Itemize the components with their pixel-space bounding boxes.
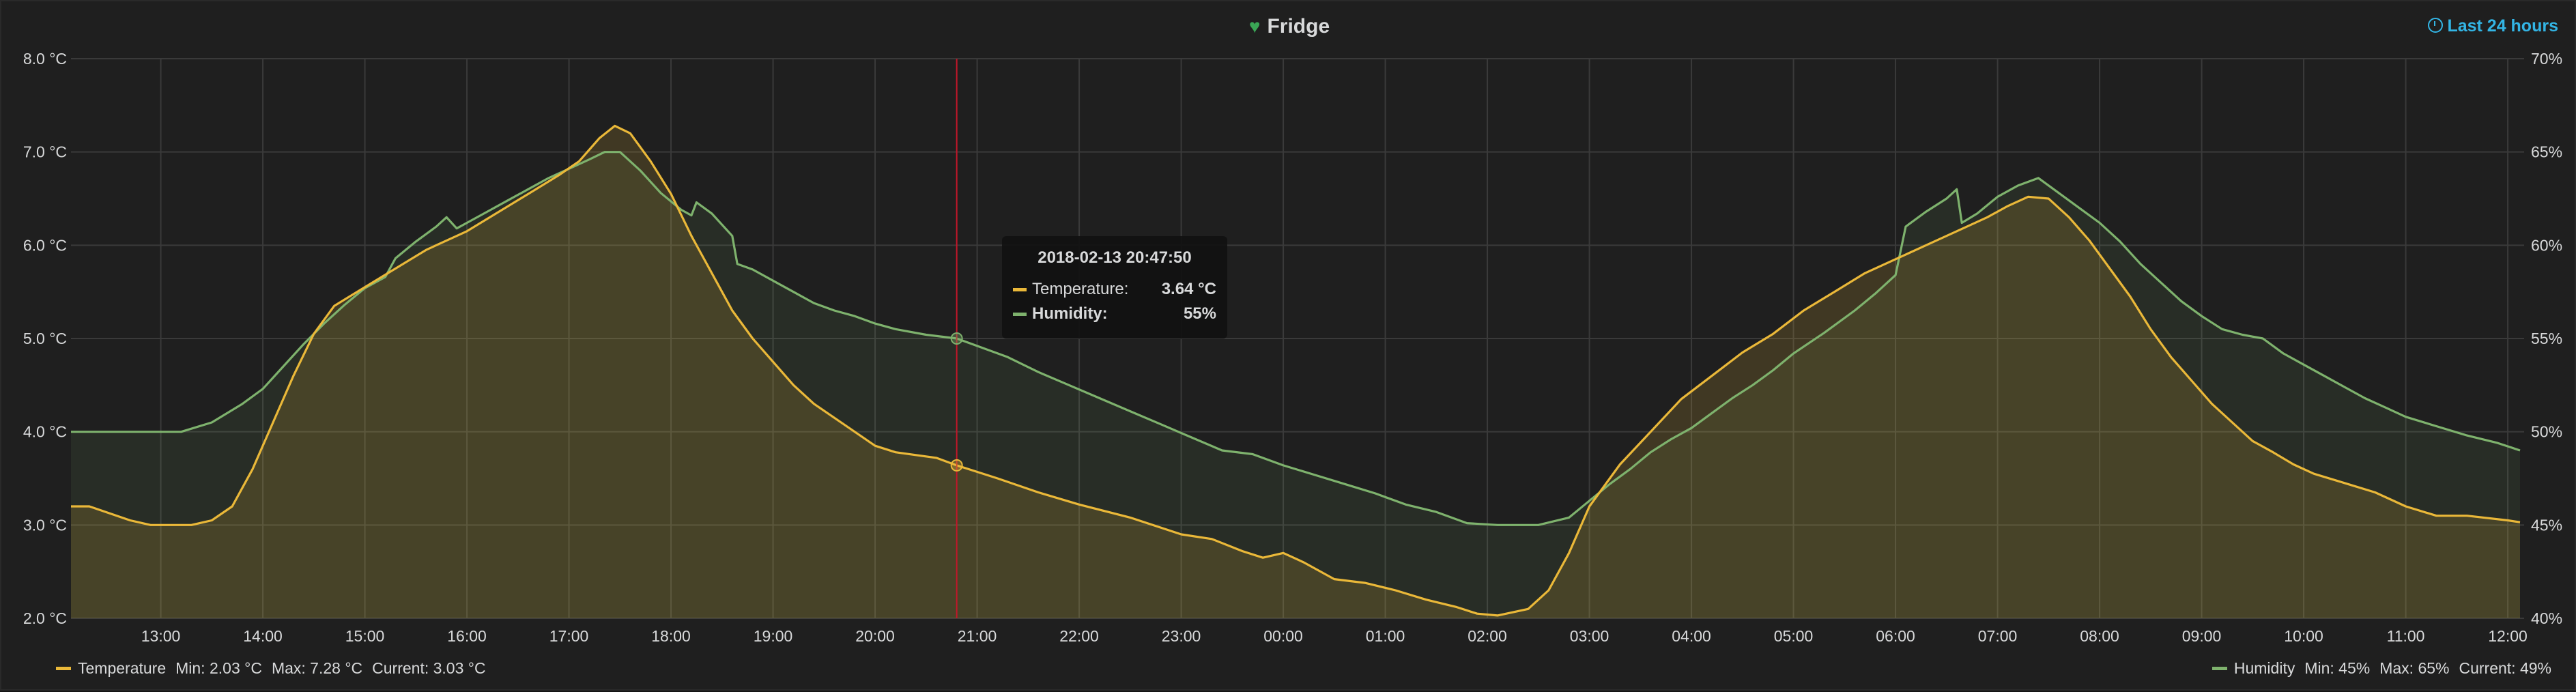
series-lines [71, 124, 2521, 617]
y-right-tick-label: 60% [2531, 236, 2562, 254]
y-axis-left: 2.0 °C 3.0 °C 4.0 °C 5.0 °C 6.0 °C 7.0 °C 8.0 … [23, 50, 67, 627]
grid-lines [71, 58, 2524, 619]
y-right-tick-label: 45% [2531, 516, 2562, 534]
y-left-tick-label: 4.0 °C [23, 423, 67, 441]
hover-cursor [950, 59, 963, 618]
temperature-line [71, 124, 2521, 617]
x-tick-label: 08:00 [2080, 627, 2119, 645]
x-tick-label: 11:00 [2387, 627, 2425, 645]
time-range-label: Last 24 hours [2447, 16, 2558, 35]
x-tick-label: 16:00 [447, 627, 487, 645]
x-tick-label: 17:00 [549, 627, 589, 645]
temperature-area [71, 126, 2520, 618]
y-left-tick-label: 7.0 °C [23, 143, 67, 161]
humidity-line [71, 151, 2521, 526]
legend-temperature-max: Max: 7.28 °C [271, 659, 363, 677]
y-axis-right: 40% 45% 50% 55% 60% 65% 70% [2531, 50, 2562, 627]
x-tick-label: 22:00 [1059, 627, 1099, 645]
tooltip-row-humidity: Humidity: 55% [1013, 302, 1216, 326]
x-tick-label: 23:00 [1162, 627, 1201, 645]
tooltip-temperature-label: Temperature: [1032, 280, 1129, 298]
humidity-swatch [1013, 312, 1027, 316]
x-tick-label: 10:00 [2284, 627, 2323, 645]
temperature-swatch [1013, 287, 1027, 291]
x-tick-label: 20:00 [855, 627, 895, 645]
legend-humidity-min: Min: 45% [2304, 659, 2371, 677]
x-tick-label: 03:00 [1570, 627, 1609, 645]
legend-temperature[interactable]: Temperature Min: 2.03 °C Max: 7.28 °C Cu… [56, 659, 486, 678]
tooltip-humidity-label: Humidity: [1032, 304, 1108, 323]
y-left-tick-label: 3.0 °C [23, 516, 67, 534]
x-tick-label: 06:00 [1876, 627, 1915, 645]
legend-temperature-current: Current: 3.03 °C [372, 659, 486, 677]
time-range-picker[interactable]: Last 24 hours [2428, 16, 2558, 36]
series-areas [71, 126, 2520, 618]
humidity-area [71, 152, 2520, 618]
tooltip-humidity-value: 55% [1183, 304, 1216, 323]
x-tick-label: 02:00 [1468, 627, 1507, 645]
tooltip-row-temperature: Temperature: 3.64 °C [1013, 277, 1216, 302]
y-left-tick-label: 2.0 °C [23, 609, 67, 627]
tooltip-time: 2018-02-13 20:47:50 [1037, 248, 1192, 267]
legend-humidity-name[interactable]: Humidity [2233, 659, 2295, 677]
tooltip-temperature-value: 3.64 °C [1161, 280, 1216, 298]
y-right-tick-label: 55% [2531, 330, 2562, 347]
panel-title[interactable]: ♥ Fridge [1, 15, 2576, 38]
x-tick-label: 18:00 [651, 627, 691, 645]
x-tick-label: 07:00 [1978, 627, 2018, 645]
legend-humidity-max: Max: 65% [2379, 659, 2450, 677]
y-right-tick-label: 50% [2531, 423, 2562, 441]
humidity-marker [950, 332, 963, 345]
x-tick-label: 13:00 [141, 627, 181, 645]
x-tick-label: 01:00 [1366, 627, 1405, 645]
clock-icon [2428, 18, 2444, 33]
legend-humidity-swatch[interactable] [2212, 667, 2227, 670]
legend-temperature-min: Min: 2.03 °C [175, 659, 262, 677]
x-tick-label: 04:00 [1672, 627, 1711, 645]
y-left-tick-label: 5.0 °C [23, 330, 67, 347]
x-tick-label: 09:00 [2182, 627, 2222, 645]
legend-humidity-current: Current: 49% [2459, 659, 2551, 677]
y-right-tick-label: 70% [2531, 50, 2562, 68]
hover-tooltip: 2018-02-13 20:47:50 Temperature: 3.64 °C… [1002, 236, 1227, 338]
x-tick-label: 15:00 [345, 627, 385, 645]
legend-temperature-swatch[interactable] [56, 667, 71, 670]
legend-humidity[interactable]: Humidity Min: 45% Max: 65% Current: 49% [2212, 659, 2551, 678]
x-tick-label: 05:00 [1774, 627, 1814, 645]
temperature-marker [950, 459, 963, 472]
x-tick-label: 14:00 [243, 627, 283, 645]
panel-title-text: Fridge [1267, 15, 1330, 38]
x-tick-label: 00:00 [1263, 627, 1303, 645]
x-tick-label: 12:00 [2488, 627, 2528, 645]
x-tick-label: 19:00 [754, 627, 793, 645]
legend-temperature-name[interactable]: Temperature [78, 659, 167, 677]
y-left-tick-label: 8.0 °C [23, 50, 67, 68]
y-left-tick-label: 6.0 °C [23, 236, 67, 254]
heart-icon: ♥ [1248, 16, 1261, 37]
y-right-tick-label: 40% [2531, 609, 2562, 627]
x-tick-label: 21:00 [958, 627, 997, 645]
y-right-tick-label: 65% [2531, 143, 2562, 161]
x-axis: 13:00 14:00 15:00 16:00 17:00 18:00 19:00 20:00… [141, 627, 2528, 645]
